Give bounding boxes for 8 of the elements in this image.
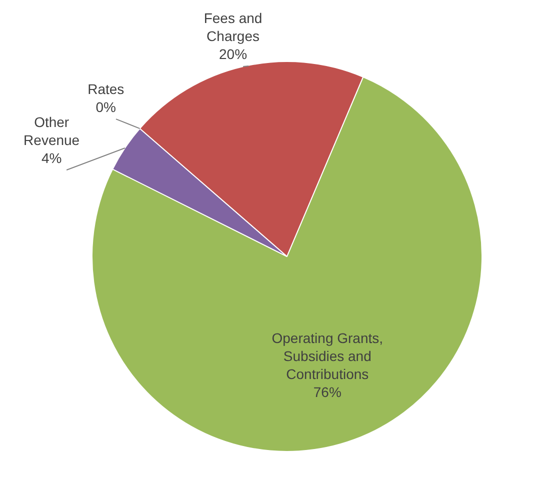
data-label: 4% xyxy=(41,150,62,166)
category-label: Rates xyxy=(88,80,124,97)
slice-label: Other Revenue xyxy=(24,114,80,148)
slice-label: Operating Grants, Subsidies and Contributions xyxy=(272,330,384,382)
slice-label: Fees and Charges xyxy=(204,10,262,44)
data-label: 20% xyxy=(218,46,248,62)
text: 0% xyxy=(96,98,116,115)
data-label: 76% xyxy=(313,384,342,400)
